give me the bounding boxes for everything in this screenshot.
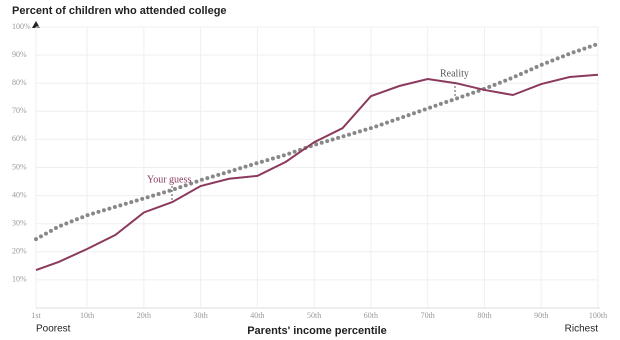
y-tick-label: 30% [12, 219, 27, 228]
x-axis-label: Parents' income percentile [247, 325, 387, 337]
y-tick-label: 10% [12, 275, 27, 284]
x-tick-label: 10th [80, 311, 94, 320]
x-tick-label: 20th [137, 311, 151, 320]
y-tick-label: 40% [12, 190, 27, 199]
x-tick-label: 90th [534, 311, 548, 320]
series-line [35, 73, 599, 272]
x-tick-label: 50th [307, 311, 321, 320]
y-tick-label: 80% [12, 78, 27, 87]
y-tick-label: 90% [12, 50, 27, 59]
x-tick-label: 60th [364, 311, 378, 320]
chart-title: Percent of children who attended college [12, 5, 227, 17]
y-tick-label: 50% [12, 162, 27, 171]
annotation: Reality [440, 68, 469, 79]
y-tick-label: 100% [12, 22, 31, 31]
x-tick-label: 1st [31, 311, 41, 320]
x-tick-label: 80th [477, 311, 491, 320]
series-line [34, 41, 600, 242]
richest-label: Richest [565, 324, 599, 335]
x-tick-label: 40th [250, 311, 264, 320]
y-tick-label: 60% [12, 134, 27, 143]
y-axis-arrow [32, 21, 40, 28]
y-tick-label: 70% [12, 106, 27, 115]
x-tick-label: 70th [421, 311, 435, 320]
annotation: Your guess [147, 174, 191, 185]
x-tick-label: 30th [194, 311, 208, 320]
x-tick-label: 100th [589, 311, 607, 320]
y-tick-label: 20% [12, 247, 27, 256]
poorest-label: Poorest [36, 324, 71, 335]
